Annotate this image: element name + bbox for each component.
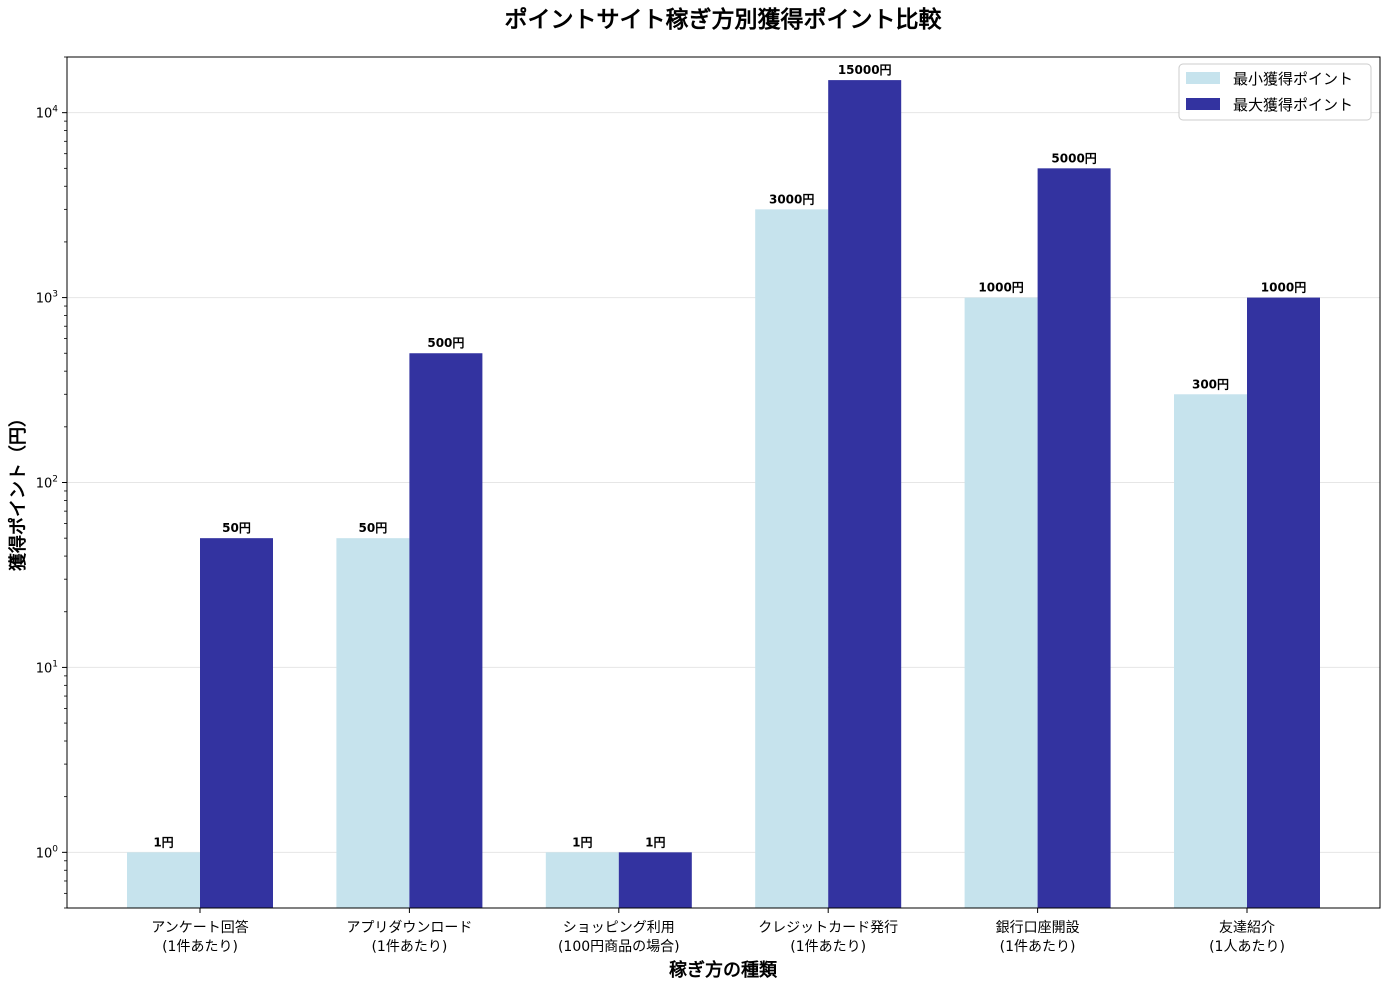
bar-data-label: 5000円 (1051, 151, 1096, 165)
x-tick-label: (1件あたり) (162, 939, 238, 955)
legend-frame (1178, 63, 1372, 121)
x-tick-label: クレジットカード発行 (758, 920, 898, 936)
bar-min (545, 852, 619, 908)
x-tick-label: (1人あたり) (1209, 939, 1285, 955)
legend: 最小獲得ポイント 最大獲得ポイント (1178, 63, 1372, 121)
bar-data-label: 1円 (645, 835, 665, 849)
bar-min (1174, 394, 1247, 908)
y-tick-exponent: 0 (52, 844, 58, 854)
legend-swatch-min (1186, 72, 1220, 84)
bar-data-label: 15000円 (838, 63, 892, 77)
legend-label-min: 最小獲得ポイント (1233, 70, 1353, 88)
y-tick-label: 103 (36, 290, 58, 307)
y-tick-exponent: 4 (52, 105, 58, 115)
y-tick-label: 102 (36, 475, 58, 492)
y-tick-label: 100 (36, 844, 59, 861)
x-tick-label: 銀行口座開設 (996, 920, 1080, 936)
x-axis-label: 稼ぎ方の種類 (669, 959, 778, 981)
x-tick-label: ショッピング利用 (563, 920, 675, 936)
x-axis-ticks: アンケート回答 (1件あたり) アプリダウンロード (1件あたり) ショッピング利用 (1… (151, 908, 1285, 955)
x-tick-label: (100円商品の場合) (558, 939, 680, 955)
y-tick-base: 10 (36, 477, 53, 492)
bar-data-label: 1円 (572, 835, 592, 849)
bar-data-label: 50円 (359, 521, 388, 535)
data-labels: 1円 50円 50円 500円 1円 1円 3000円 15000円 1000円 5000円 300… (153, 63, 1306, 849)
x-tick-label: アンケート回答 (151, 919, 248, 936)
y-tick-exponent: 3 (52, 290, 58, 300)
y-tick-label: 101 (36, 659, 58, 676)
y-axis-label: 獲得ポイント（円） (7, 409, 29, 571)
y-tick-base: 10 (36, 846, 53, 861)
bar-data-label: 1000円 (978, 281, 1023, 295)
x-tick-label: アプリダウンロード (346, 920, 472, 936)
y-tick-exponent: 1 (52, 659, 58, 669)
y-tick-base: 10 (36, 661, 53, 676)
bar-data-label: 300円 (1192, 377, 1229, 391)
bar-data-label: 500円 (427, 336, 464, 350)
bar-max (1037, 168, 1111, 908)
bar-max (200, 538, 273, 908)
x-tick-label: (1件あたり) (1000, 939, 1076, 955)
bar-data-label: 50円 (222, 521, 251, 535)
y-tick-base: 10 (36, 292, 53, 307)
bar-min (127, 852, 200, 908)
grid-lines (67, 112, 1380, 853)
bar-max (1247, 297, 1320, 908)
chart-title: ポイントサイト稼ぎ方別獲得ポイント比較 (505, 6, 943, 33)
y-tick-exponent: 2 (52, 475, 58, 485)
bar-min (755, 209, 829, 909)
x-tick-label: 友達紹介 (1219, 920, 1275, 936)
bars (127, 80, 1320, 909)
y-tick-label: 104 (36, 105, 59, 122)
bar-max (828, 80, 902, 908)
bar-data-label: 1円 (153, 835, 173, 849)
x-tick-label: (1件あたり) (371, 939, 447, 955)
legend-label-max: 最大獲得ポイント (1233, 96, 1353, 114)
bar-max (409, 353, 483, 909)
bar-data-label: 1000円 (1261, 281, 1306, 295)
bar-min (336, 538, 410, 908)
x-tick-label: (1件あたり) (790, 939, 866, 955)
y-tick-base: 10 (36, 107, 53, 122)
bar-min (964, 297, 1038, 908)
bar-max (618, 852, 692, 908)
legend-swatch-max (1186, 98, 1220, 110)
bar-data-label: 3000円 (769, 192, 814, 206)
